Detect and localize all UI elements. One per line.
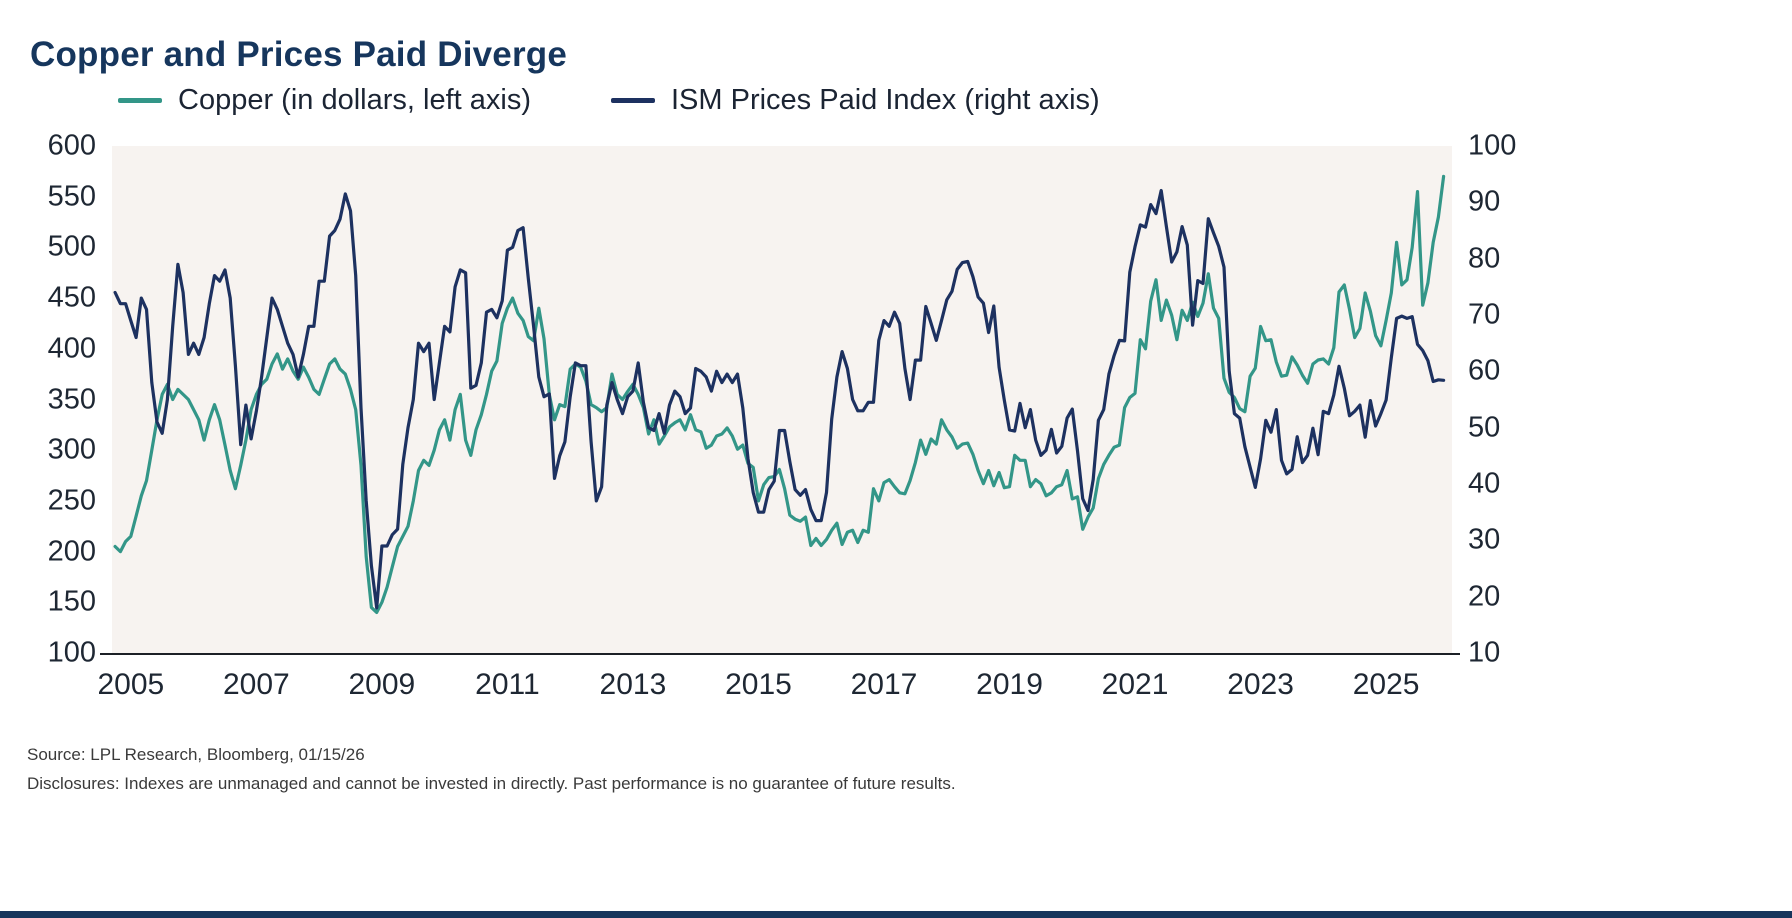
x-axis-tick-label: 2011 <box>475 668 540 701</box>
right-axis-tick-label: 20 <box>1468 580 1501 613</box>
footer-bar <box>0 911 1792 918</box>
legend-label-copper: Copper (in dollars, left axis) <box>178 84 531 116</box>
right-axis-tick-label: 70 <box>1468 298 1501 331</box>
right-axis-tick-label: 80 <box>1468 242 1501 275</box>
source-text: Source: LPL Research, Bloomberg, 01/15/2… <box>27 745 365 764</box>
left-axis-tick-label: 400 <box>47 332 96 365</box>
legend-item-ism: ISM Prices Paid Index (right axis) <box>610 84 1100 117</box>
left-axis-tick-label: 250 <box>47 484 96 517</box>
left-axis-tick-label: 200 <box>47 535 96 568</box>
ism-line-swatch-icon <box>610 98 655 103</box>
x-axis-tick-label: 2013 <box>599 668 667 701</box>
x-axis-tick-label: 2019 <box>976 668 1043 701</box>
legend-item-copper: Copper (in dollars, left axis) <box>118 84 531 117</box>
x-axis-tick-label: 2025 <box>1352 668 1420 701</box>
left-axis-tick-label: 100 <box>47 636 96 669</box>
right-axis-tick-label: 10 <box>1468 636 1501 669</box>
left-axis-tick-label: 450 <box>47 281 96 314</box>
x-axis-tick-label: 2023 <box>1227 668 1294 701</box>
x-axis-tick-label: 2021 <box>1101 668 1169 701</box>
right-axis-tick-label: 40 <box>1468 467 1501 500</box>
right-axis-tick-label: 50 <box>1468 411 1501 444</box>
legend-label-ism: ISM Prices Paid Index (right axis) <box>670 84 1100 116</box>
left-axis-tick-label: 600 <box>47 129 96 162</box>
copper-line-swatch-icon <box>118 98 162 103</box>
left-axis-tick-label: 300 <box>47 433 96 466</box>
right-axis-tick-label: 100 <box>1468 129 1517 162</box>
x-axis-line <box>100 653 1460 655</box>
right-axis-tick-label: 60 <box>1468 354 1501 387</box>
left-axis-tick-label: 150 <box>47 585 96 618</box>
right-axis-tick-label: 90 <box>1468 185 1501 218</box>
x-axis-tick-label: 2015 <box>725 668 792 701</box>
x-axis-tick-label: 2009 <box>348 668 416 701</box>
page-title: Copper and Prices Paid Diverge <box>30 35 568 75</box>
chart-legend: Copper (in dollars, left axis) ISM Price… <box>118 84 1100 117</box>
left-axis-tick-label: 550 <box>47 180 96 213</box>
left-axis-tick-label: 350 <box>47 383 96 415</box>
x-axis-tick-label: 2007 <box>222 668 290 701</box>
disclosures-text: Disclosures: Indexes are unmanaged and c… <box>27 774 956 793</box>
left-axis-tick-label: 500 <box>47 230 96 263</box>
right-axis-tick-label: 30 <box>1468 523 1501 556</box>
plot-area <box>112 146 1452 653</box>
x-axis-tick-label: 2017 <box>850 668 918 701</box>
x-axis-tick-label: 2005 <box>97 668 165 701</box>
